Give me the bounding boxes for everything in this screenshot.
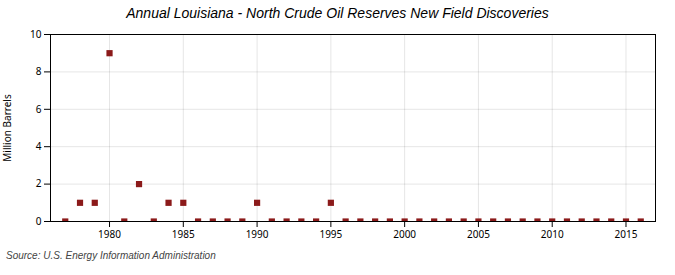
svg-text:2015: 2015 (615, 227, 638, 241)
svg-text:6: 6 (36, 102, 42, 116)
svg-text:2: 2 (36, 176, 42, 190)
svg-text:8: 8 (36, 64, 42, 78)
html-text:Annual Louisiana - North Crude: Annual Louisiana - North Crude Oil Reser… (126, 5, 549, 21)
svg-text:2005: 2005 (467, 227, 490, 241)
svg-text:2010: 2010 (541, 227, 564, 241)
svg-text:1995: 1995 (319, 227, 342, 241)
svg-text:10: 10 (30, 27, 42, 41)
svg-text:1990: 1990 (246, 227, 269, 241)
svg-text:0: 0 (36, 214, 42, 228)
svg-text:4: 4 (36, 139, 42, 153)
svg-text:1985: 1985 (172, 227, 195, 241)
svg-text:2000: 2000 (393, 227, 416, 241)
svg-text:1980: 1980 (98, 227, 121, 241)
svg-text:Million Barrels: Million Barrels (0, 94, 14, 162)
html-text:Source: U.S. Energy Informatio: Source: U.S. Energy Information Administ… (6, 250, 216, 261)
